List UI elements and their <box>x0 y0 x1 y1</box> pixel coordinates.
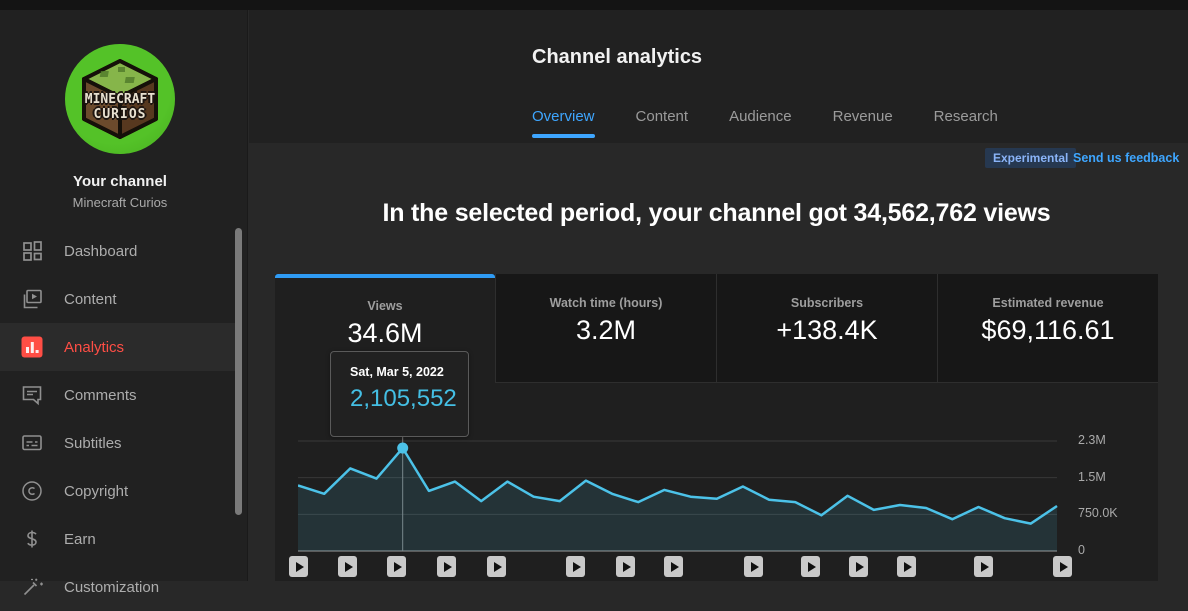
metric-label: Watch time (hours) <box>549 296 663 310</box>
y-axis-tick: 2.3M <box>1078 432 1106 447</box>
tooltip-value: 2,105,552 <box>350 385 457 412</box>
play-icon <box>855 561 864 572</box>
analytics-card: Views 34.6M Watch time (hours) 3.2M Subscrib… <box>275 274 1158 581</box>
send-feedback-link[interactable]: Send us feedback <box>1073 151 1180 165</box>
video-marker[interactable] <box>288 556 308 577</box>
video-marker[interactable] <box>973 556 993 577</box>
play-icon <box>904 561 913 572</box>
tab-content[interactable]: Content <box>635 108 689 125</box>
video-marker[interactable] <box>743 556 763 577</box>
top-window-strip <box>0 0 1188 10</box>
logo-text-line1: MINECRAFT <box>84 92 156 107</box>
y-axis-tick: 1.5M <box>1078 469 1106 484</box>
video-marker[interactable] <box>565 556 585 577</box>
metric-value: +138.4K <box>776 315 878 345</box>
play-icon <box>671 561 680 572</box>
sidebar-item-comments[interactable]: Comments <box>0 371 240 419</box>
metric-value: 34.6M <box>347 318 423 348</box>
metric-card-estimated-revenue[interactable]: Estimated revenue $69,116.61 <box>937 274 1158 383</box>
play-icon <box>344 561 353 572</box>
video-marker[interactable] <box>800 556 820 577</box>
sidebar-item-label: Comments <box>64 386 137 404</box>
sidebar: MINECRAFT CURIOS Your channel Minecraft … <box>0 10 248 596</box>
play-icon <box>807 561 816 572</box>
video-marker[interactable] <box>487 556 507 577</box>
tab-overview[interactable]: Overview <box>532 108 595 138</box>
sidebar-item-copyright[interactable]: Copyright <box>0 467 240 515</box>
analytics-header: Channel analytics Overview Content Audienc… <box>249 10 1188 143</box>
sidebar-item-label: Dashboard <box>64 242 138 260</box>
views-line-chart[interactable] <box>298 425 1058 581</box>
metric-label: Estimated revenue <box>992 296 1104 310</box>
sidebar-menu: Dashboard Content Analytics Comments Subtitl… <box>0 227 240 611</box>
chart-tooltip: Sat, Mar 5, 2022 2,105,552 <box>330 351 469 437</box>
tooltip-date: Sat, Mar 5, 2022 <box>350 365 444 379</box>
channel-avatar[interactable]: MINECRAFT CURIOS <box>65 44 175 154</box>
metric-card-watch-time-hours[interactable]: Watch time (hours) 3.2M <box>495 274 716 383</box>
video-marker[interactable] <box>664 556 684 577</box>
video-marker[interactable] <box>437 556 457 577</box>
sidebar-item-content[interactable]: Content <box>0 275 240 323</box>
play-icon <box>444 561 453 572</box>
video-marker[interactable] <box>897 556 917 577</box>
video-marker[interactable] <box>615 556 635 577</box>
play-icon <box>572 561 581 572</box>
metric-card-subscribers[interactable]: Subscribers +138.4K <box>716 274 937 383</box>
play-icon <box>295 561 304 572</box>
video-marker[interactable] <box>337 556 357 577</box>
analytics-icon <box>20 335 44 359</box>
sidebar-scrollbar-thumb[interactable] <box>235 228 242 515</box>
sidebar-item-customization[interactable]: Customization <box>0 563 240 611</box>
copyright-icon <box>20 479 44 503</box>
logo-text-line2: CURIOS <box>93 107 147 122</box>
metric-value: $69,116.61 <box>981 315 1115 345</box>
subtitles-icon <box>20 431 44 455</box>
sidebar-item-label: Earn <box>64 530 96 548</box>
play-icon <box>980 561 989 572</box>
play-icon <box>394 561 403 572</box>
video-marker[interactable] <box>848 556 868 577</box>
sidebar-item-earn[interactable]: Earn <box>0 515 240 563</box>
sidebar-item-label: Customization <box>64 578 160 596</box>
sidebar-item-label: Copyright <box>64 482 129 500</box>
experimental-badge: Experimental <box>985 148 1077 168</box>
video-marker[interactable] <box>387 556 407 577</box>
play-icon <box>494 561 503 572</box>
sidebar-item-label: Analytics <box>64 338 125 356</box>
your-channel-label: Your channel <box>73 173 167 190</box>
tab-revenue[interactable]: Revenue <box>832 108 893 125</box>
customization-icon <box>20 575 44 599</box>
sidebar-item-dashboard[interactable]: Dashboard <box>0 227 240 275</box>
sidebar-item-label: Content <box>64 290 117 308</box>
metric-value: 3.2M <box>575 315 637 345</box>
y-axis-tick: 750.0K <box>1078 506 1118 521</box>
page-title: Channel analytics <box>532 46 703 68</box>
minecraft-cube-logo <box>82 59 158 139</box>
video-marker[interactable] <box>1052 556 1072 577</box>
dashboard-icon <box>20 239 44 263</box>
y-axis-tick: 0 <box>1078 543 1085 557</box>
metric-label: Views <box>367 299 403 313</box>
sidebar-item-analytics[interactable]: Analytics <box>0 323 240 371</box>
views-headline: In the selected period, your channel got… <box>382 199 1051 227</box>
tab-audience[interactable]: Audience <box>729 108 792 125</box>
content-icon <box>20 287 44 311</box>
channel-name: Minecraft Curios <box>72 195 168 210</box>
play-icon <box>1059 561 1068 572</box>
tab-research[interactable]: Research <box>933 108 998 125</box>
analytics-tab-bar: Overview Content Audience Revenue Research <box>532 108 1039 138</box>
play-icon <box>622 561 631 572</box>
comments-icon <box>20 383 44 407</box>
earn-icon <box>20 527 44 551</box>
metric-label: Subscribers <box>790 296 864 310</box>
sidebar-item-subtitles[interactable]: Subtitles <box>0 419 240 467</box>
metric-tab-row: Views 34.6M Watch time (hours) 3.2M Subscrib… <box>275 274 1158 383</box>
sidebar-item-label: Subtitles <box>64 434 122 452</box>
play-icon <box>750 561 759 572</box>
